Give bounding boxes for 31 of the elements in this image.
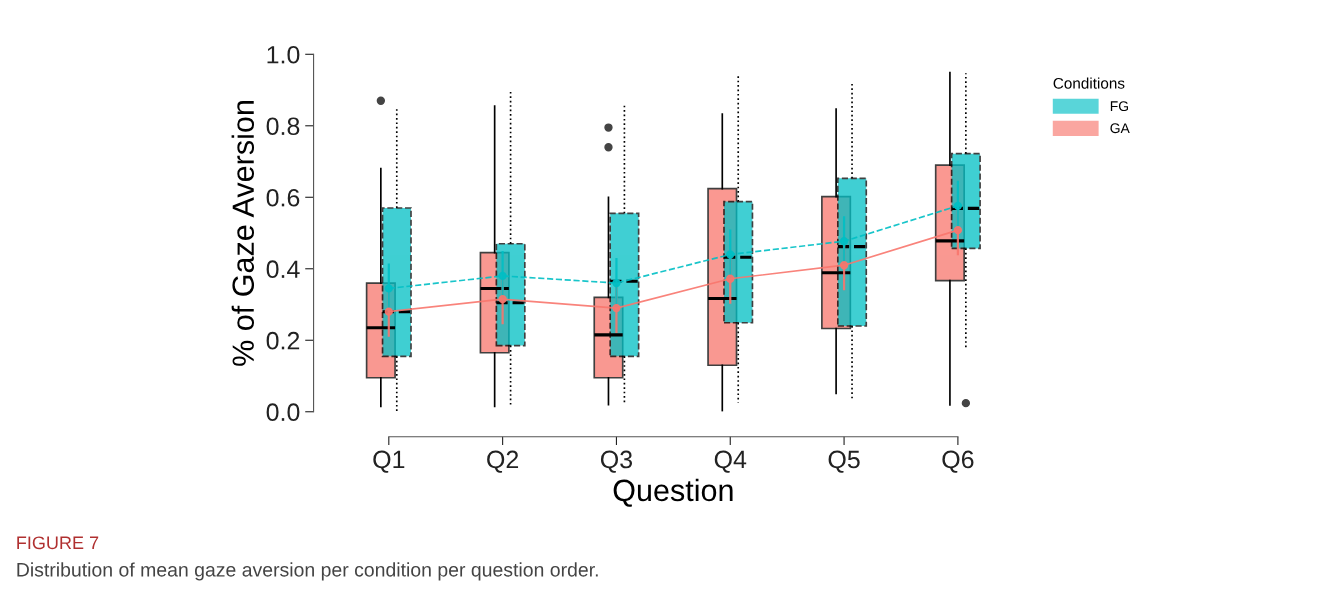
- y-axis-title: % of Gaze Aversion: [231, 101, 255, 366]
- x-tick-label: Q4: [714, 450, 747, 473]
- point: [953, 201, 963, 211]
- legend-label: GA: [1110, 123, 1130, 134]
- y-tick-label: 0.2: [266, 331, 300, 350]
- point: [726, 274, 735, 283]
- point: [839, 261, 849, 270]
- legend-title: Conditions: [1053, 77, 1125, 89]
- x-tick-label: Q5: [828, 450, 860, 473]
- point: [498, 294, 507, 304]
- x-tick-label: Q3: [600, 450, 633, 473]
- point: [384, 307, 393, 316]
- y-tick-label: 1.0: [267, 45, 300, 64]
- x-tick-label: Q1: [373, 450, 405, 473]
- y-tick-label: 0.6: [266, 188, 300, 207]
- text: Distribution of mean gaze aversion per condition per question order.: [17, 562, 598, 581]
- point: [498, 271, 507, 281]
- x-axis-title: Question: [613, 478, 733, 507]
- legend-label: FG: [1110, 101, 1128, 112]
- y-tick-label: 0.8: [266, 117, 300, 136]
- point: [612, 303, 621, 313]
- point: [384, 284, 393, 293]
- point: [612, 278, 621, 288]
- point: [953, 225, 963, 235]
- y-tick-label: 0.0: [266, 403, 300, 422]
- caption: FIGURE 7: [17, 536, 99, 550]
- x-tick-label: Q6: [942, 450, 974, 473]
- point: [726, 250, 735, 259]
- y-tick-label: 0.4: [266, 260, 300, 279]
- point: [839, 237, 849, 246]
- x-tick-label: Q2: [487, 450, 519, 473]
